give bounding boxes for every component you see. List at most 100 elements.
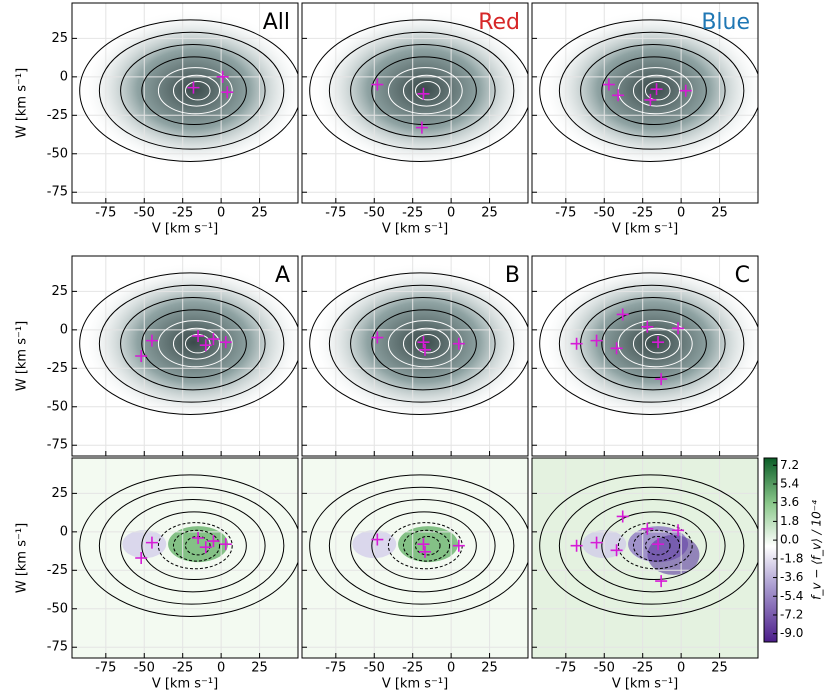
contour bbox=[98, 284, 285, 403]
contour bbox=[157, 522, 233, 570]
colorbar-tick-label: -1.8 bbox=[780, 551, 803, 565]
x-tick-label: -25 bbox=[402, 661, 423, 676]
contour bbox=[172, 327, 221, 360]
peak-marker bbox=[641, 522, 654, 535]
contour bbox=[601, 56, 707, 126]
colorbar-tick-label: -9.0 bbox=[780, 626, 803, 640]
contour bbox=[371, 56, 477, 126]
x-tick-label: -75 bbox=[95, 206, 116, 221]
panel: -75 -50 -25 0 25 25 0 -25 -50 -75 V [km s⁻¹] W [km … bbox=[15, 2, 299, 237]
peak-marker bbox=[216, 70, 229, 83]
peak-marker bbox=[418, 343, 431, 356]
peak-marker bbox=[199, 541, 212, 554]
contour bbox=[402, 327, 451, 360]
peak-marker bbox=[417, 87, 430, 100]
contour bbox=[309, 474, 528, 617]
panel-label: Blue bbox=[701, 10, 750, 35]
peak-marker bbox=[650, 83, 663, 96]
x-tick-label: 0 bbox=[677, 661, 685, 676]
panel: 25 0 -25 -50 -75 W [km s⁻¹] A bbox=[15, 255, 299, 457]
colorbar-tick-label: 1.8 bbox=[780, 514, 799, 528]
contour bbox=[387, 67, 463, 115]
panel-body bbox=[72, 3, 298, 203]
contour bbox=[328, 284, 515, 403]
contour bbox=[350, 44, 496, 138]
peak-marker bbox=[602, 78, 615, 91]
frame bbox=[531, 457, 759, 659]
peak-marker bbox=[371, 331, 384, 344]
peak-marker bbox=[452, 337, 465, 350]
contour bbox=[141, 56, 247, 126]
peak-marker bbox=[452, 539, 465, 552]
contour bbox=[558, 486, 745, 605]
contour bbox=[98, 31, 285, 150]
density bbox=[81, 9, 298, 170]
y-tick-label: -25 bbox=[47, 563, 68, 578]
panel: -75 -50 -25 0 25 25 0 -25 -50 -75 V [km s⁻¹] W [km … bbox=[15, 457, 299, 692]
colorbar bbox=[763, 457, 778, 643]
peak-marker bbox=[679, 84, 692, 97]
panel: -75 -50 -25 0 25 V [km s⁻¹] Blue bbox=[531, 2, 759, 237]
colorbar-tick-label: 7.2 bbox=[780, 458, 799, 472]
contour bbox=[79, 474, 298, 617]
contour bbox=[98, 486, 285, 605]
contour bbox=[617, 320, 693, 368]
contour bbox=[558, 31, 745, 150]
x-tick-label: -25 bbox=[172, 206, 193, 221]
density bbox=[311, 9, 528, 170]
x-axis-label: V [km s⁻¹] bbox=[612, 222, 678, 237]
x-tick-label: -50 bbox=[364, 661, 385, 676]
contour bbox=[350, 297, 496, 391]
contour bbox=[371, 309, 477, 379]
panel: B bbox=[301, 255, 529, 457]
x-tick-label: 0 bbox=[677, 206, 685, 221]
x-tick-label: 25 bbox=[711, 661, 728, 676]
peak-marker bbox=[612, 89, 625, 102]
panel-body bbox=[72, 256, 298, 456]
y-tick-label: 25 bbox=[51, 31, 68, 46]
contour bbox=[539, 19, 758, 162]
contour bbox=[414, 535, 441, 556]
x-axis-label: V [km s⁻¹] bbox=[152, 222, 218, 237]
contour bbox=[120, 499, 266, 593]
frame bbox=[531, 255, 759, 457]
panel: -75 -50 -25 0 25 V [km s⁻¹] bbox=[301, 457, 529, 692]
peak-marker bbox=[570, 337, 583, 350]
colorbar-tick-label: 0.0 bbox=[780, 533, 799, 547]
y-tick-label: 0 bbox=[60, 322, 68, 337]
y-axis-label: W [km s⁻¹] bbox=[15, 321, 30, 391]
colorbar-tick-label: -5.4 bbox=[780, 589, 803, 603]
panel-body bbox=[302, 3, 528, 203]
y-axis-label: W [km s⁻¹] bbox=[15, 68, 30, 138]
peak-marker bbox=[655, 575, 668, 588]
contour bbox=[601, 511, 707, 581]
frame bbox=[71, 2, 299, 204]
panel: C bbox=[531, 255, 759, 457]
contour bbox=[632, 74, 681, 107]
peak-marker bbox=[610, 544, 623, 557]
contour bbox=[79, 272, 298, 415]
peak-marker bbox=[371, 78, 384, 91]
peak-marker bbox=[610, 342, 623, 355]
peak-marker bbox=[672, 524, 685, 537]
peak-marker bbox=[655, 373, 668, 386]
x-tick-label: -75 bbox=[325, 661, 346, 676]
x-tick-label: 0 bbox=[217, 206, 225, 221]
panel-body bbox=[72, 458, 298, 658]
peak-marker bbox=[371, 533, 384, 546]
contour bbox=[328, 486, 515, 605]
panel-body bbox=[302, 256, 528, 456]
colorbar-tick-label: -3.6 bbox=[780, 570, 803, 584]
frame bbox=[71, 255, 299, 457]
contour bbox=[617, 522, 693, 570]
contour bbox=[157, 67, 233, 115]
panel-body bbox=[532, 458, 758, 658]
peak-marker bbox=[417, 538, 430, 551]
peak-marker bbox=[644, 93, 657, 106]
density bbox=[541, 262, 758, 423]
peak-marker bbox=[221, 86, 234, 99]
frame bbox=[71, 457, 299, 659]
contour bbox=[414, 333, 441, 354]
contour bbox=[539, 474, 758, 617]
peak-marker bbox=[590, 536, 603, 549]
